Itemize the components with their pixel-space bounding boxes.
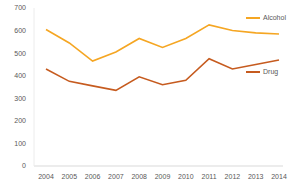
svg-text:500: 500 xyxy=(14,50,26,57)
html-text:Alcohol: Alcohol xyxy=(263,14,286,21)
svg-text:300: 300 xyxy=(14,95,26,102)
svg-text:100: 100 xyxy=(14,140,26,147)
svg-text:0: 0 xyxy=(22,162,26,169)
svg-text:600: 600 xyxy=(14,27,26,34)
svg-text:2007: 2007 xyxy=(108,173,124,180)
svg-text:2008: 2008 xyxy=(131,173,147,180)
svg-text:2005: 2005 xyxy=(62,173,78,180)
svg-text:700: 700 xyxy=(14,4,26,11)
svg-text:2012: 2012 xyxy=(225,173,241,180)
svg-text:2011: 2011 xyxy=(202,173,217,180)
svg-text:200: 200 xyxy=(14,117,26,124)
svg-text:400: 400 xyxy=(14,72,26,79)
svg-text:2004: 2004 xyxy=(38,173,54,180)
svg-text:2006: 2006 xyxy=(85,173,101,180)
svg-text:2013: 2013 xyxy=(248,173,264,180)
svg-text:2009: 2009 xyxy=(155,173,171,180)
svg-text:2010: 2010 xyxy=(178,173,194,180)
svg-text:2014: 2014 xyxy=(271,173,287,180)
html-text:Drug: Drug xyxy=(263,68,279,75)
